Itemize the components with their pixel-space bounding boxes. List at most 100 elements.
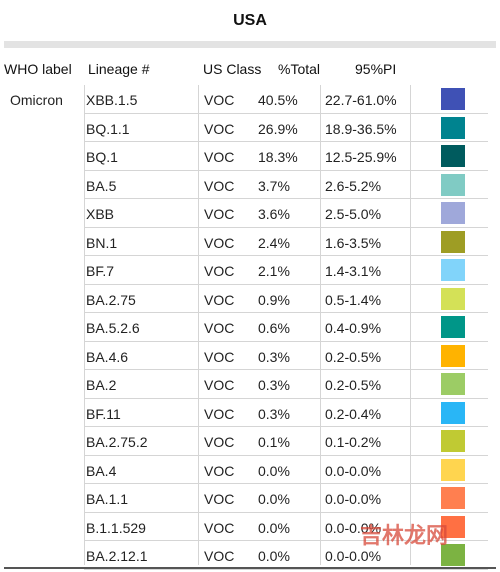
table-row: B.1.1.529 VOC 0.0% 0.0-0.0%: [84, 513, 488, 541]
row-divider: [84, 369, 488, 370]
row-divider: [84, 198, 488, 199]
table-row: BA.4.6 VOC 0.3% 0.2-0.5%: [84, 342, 488, 370]
color-swatch: [441, 430, 465, 452]
color-swatch: [441, 230, 465, 253]
header-us-class: US Class: [203, 61, 262, 77]
color-swatch: [441, 173, 465, 196]
color-swatch: [441, 116, 465, 139]
total-cell: 0.9%: [258, 291, 290, 308]
who-label-cell: Omicron: [10, 92, 63, 108]
total-cell: 3.7%: [258, 177, 290, 194]
pi-cell: 0.4-0.9%: [325, 320, 382, 336]
pi-cell: 2.5-5.0%: [325, 206, 382, 222]
lineage-cell: BF.7: [86, 263, 115, 279]
table-row: BA.2 VOC 0.3% 0.2-0.5%: [84, 370, 488, 399]
lineage-cell: BA.2.75.2: [86, 434, 148, 450]
row-divider: [84, 312, 488, 313]
us-class-cell: VOC: [204, 206, 235, 222]
us-class-cell: VOC: [204, 519, 235, 536]
row-divider: [84, 397, 488, 399]
column-divider: [198, 85, 199, 565]
color-swatch: [441, 401, 465, 424]
pi-cell: 0.1-0.2%: [325, 434, 382, 450]
table-row: BA.5.2.6 VOC 0.6% 0.4-0.9%: [84, 313, 488, 342]
row-divider: [84, 483, 488, 484]
color-swatch: [441, 202, 465, 224]
lineage-cell: BN.1: [86, 234, 118, 251]
total-cell: 0.3%: [258, 405, 290, 422]
pi-cell: 12.5-25.9%: [325, 149, 397, 165]
lineage-cell: B.1.1.529: [86, 519, 146, 536]
pi-cell: 22.7-61.0%: [325, 92, 397, 108]
lineage-cell: XBB.1.5: [86, 92, 138, 108]
us-class-cell: VOC: [204, 92, 235, 108]
pi-cell: 0.0-0.0%: [325, 462, 382, 479]
column-divider: [84, 85, 85, 565]
lineage-cell: BA.2.12.1: [86, 548, 148, 564]
color-swatch: [441, 287, 465, 310]
total-cell: 26.9%: [258, 120, 298, 137]
lineage-cell: BQ.1.1: [86, 120, 130, 137]
page-title: USA: [233, 12, 267, 29]
pi-cell: 0.2-0.4%: [325, 405, 382, 422]
lineage-cell: BA.2: [86, 377, 117, 393]
row-divider: [84, 112, 488, 114]
table-row: BQ.1 VOC 18.3% 12.5-25.9%: [84, 142, 488, 171]
column-divider: [320, 85, 321, 565]
lineage-cell: BA.5.2.6: [86, 320, 140, 336]
color-swatch: [441, 88, 465, 110]
lineage-cell: XBB: [86, 206, 115, 222]
header-total: %Total: [278, 61, 321, 77]
total-cell: 0.1%: [258, 434, 290, 450]
header-lineage: Lineage #: [88, 61, 150, 77]
row-divider: [84, 255, 488, 256]
total-cell: 0.0%: [258, 462, 290, 479]
us-class-cell: VOC: [204, 348, 235, 365]
pi-cell: 0.5-1.4%: [325, 291, 382, 308]
table-bottom-border: [4, 567, 496, 569]
lineage-cell: BF.11: [86, 405, 121, 422]
table-row: BA.2.75 VOC 0.9% 0.5-1.4%: [84, 285, 488, 313]
table-row: BA.1.1 VOC 0.0% 0.0-0.0%: [84, 484, 488, 513]
table-row: BA.2.12.1 VOC 0.0% 0.0-0.0%: [84, 541, 488, 570]
color-swatch: [441, 344, 465, 367]
us-class-cell: VOC: [204, 120, 235, 137]
pi-cell: 0.2-0.5%: [325, 377, 382, 393]
pi-cell: 1.6-3.5%: [325, 234, 382, 251]
pi-cell: 0.0-0.0%: [325, 491, 382, 507]
pi-cell: 0.2-0.5%: [325, 348, 382, 365]
color-swatch: [441, 458, 465, 481]
row-divider: [84, 426, 488, 427]
title-divider: [4, 41, 496, 48]
table-row: BA.4 VOC 0.0% 0.0-0.0%: [84, 456, 488, 484]
row-divider: [84, 283, 488, 285]
total-cell: 0.3%: [258, 377, 290, 393]
color-swatch: [441, 515, 465, 538]
table-row: BF.11 VOC 0.3% 0.2-0.4%: [84, 399, 488, 427]
watermark-logo: 吉林龙网: [360, 523, 449, 548]
lineage-cell: BA.2.75: [86, 291, 136, 308]
row-divider: [84, 454, 488, 456]
column-divider: [410, 85, 411, 565]
us-class-cell: VOC: [204, 234, 235, 251]
total-cell: 2.1%: [258, 263, 290, 279]
color-swatch: [441, 316, 465, 338]
total-cell: 0.0%: [258, 548, 290, 564]
color-swatch: [441, 373, 465, 395]
us-class-cell: VOC: [204, 434, 235, 450]
total-cell: 0.0%: [258, 519, 290, 536]
total-cell: 18.3%: [258, 149, 298, 165]
us-class-cell: VOC: [204, 263, 235, 279]
table-row: BQ.1.1 VOC 26.9% 18.9-36.5%: [84, 114, 488, 142]
pi-cell: 1.4-3.1%: [325, 263, 382, 279]
us-class-cell: VOC: [204, 491, 235, 507]
lineage-cell: BA.4.6: [86, 348, 129, 365]
total-cell: 0.3%: [258, 348, 290, 365]
color-swatch: [441, 145, 465, 167]
color-swatch: [441, 259, 465, 281]
table-row: BF.7 VOC 2.1% 1.4-3.1%: [84, 256, 488, 285]
row-divider: [84, 540, 488, 541]
row-divider: [84, 568, 488, 570]
us-class-cell: VOC: [204, 320, 235, 336]
pi-cell: 2.6-5.2%: [325, 177, 382, 194]
